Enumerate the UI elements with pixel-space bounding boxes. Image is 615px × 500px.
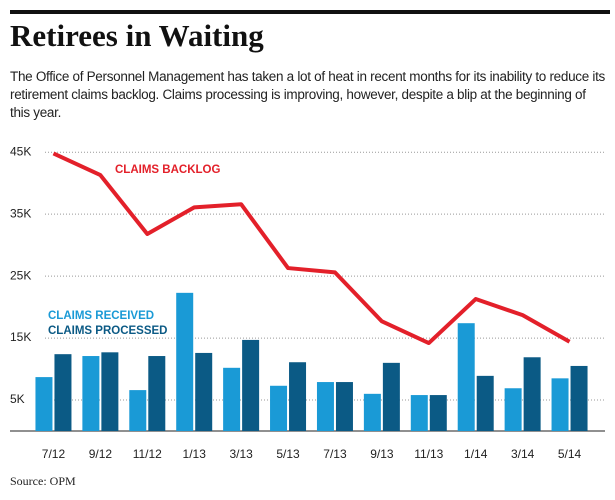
bar — [457, 323, 475, 431]
bar — [223, 367, 241, 431]
bar — [335, 382, 353, 431]
x-tick-label: 7/12 — [42, 447, 66, 461]
bar — [570, 365, 588, 431]
x-tick-label: 5/13 — [276, 447, 300, 461]
x-tick-label: 1/14 — [464, 447, 488, 461]
bar — [429, 395, 447, 431]
bar — [363, 393, 381, 431]
top-rule — [10, 10, 610, 14]
bar — [195, 352, 213, 431]
bar — [551, 378, 569, 431]
x-tick-label: 7/13 — [323, 447, 347, 461]
bar — [54, 354, 72, 431]
chart-subtitle: The Office of Personnel Management has t… — [10, 69, 605, 120]
y-tick-label: 15K — [10, 330, 31, 344]
x-tick-label: 3/13 — [229, 447, 253, 461]
bar — [270, 385, 288, 431]
bar — [316, 382, 334, 431]
y-tick-label: 25K — [10, 268, 31, 282]
bar — [129, 390, 147, 431]
x-tick-label: 3/14 — [511, 447, 535, 461]
bar — [476, 375, 494, 431]
bar — [35, 377, 53, 431]
legend-label: CLAIMS PROCESSED — [48, 325, 168, 337]
bar — [148, 356, 166, 431]
y-tick-label: 35K — [10, 206, 31, 220]
bar — [101, 352, 119, 431]
x-tick-label: 1/13 — [183, 447, 207, 461]
x-tick-label: 9/12 — [89, 447, 113, 461]
bar — [504, 388, 522, 431]
bar — [382, 362, 400, 431]
chart-title: Retirees in Waiting — [10, 18, 264, 53]
source-note: Source: OPM — [10, 474, 76, 488]
x-tick-label: 11/13 — [414, 447, 443, 461]
bar — [242, 339, 260, 431]
x-tick-label: 9/13 — [370, 447, 394, 461]
backlog-line — [52, 151, 571, 346]
legend-label: CLAIMS BACKLOG — [115, 164, 220, 176]
bar — [523, 357, 541, 431]
bar — [176, 292, 194, 431]
bar — [82, 356, 100, 431]
y-tick-label: 5K — [10, 392, 25, 406]
bar — [410, 395, 428, 431]
y-tick-label: 45K — [10, 144, 31, 158]
legend-label: CLAIMS RECEIVED — [48, 310, 154, 322]
bar — [289, 362, 307, 431]
x-tick-label: 5/14 — [558, 447, 582, 461]
x-tick-label: 11/12 — [133, 447, 162, 461]
